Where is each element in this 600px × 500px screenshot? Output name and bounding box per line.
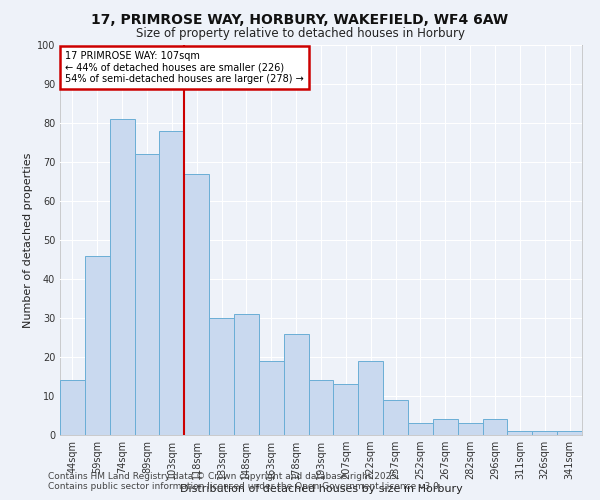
Text: 17, PRIMROSE WAY, HORBURY, WAKEFIELD, WF4 6AW: 17, PRIMROSE WAY, HORBURY, WAKEFIELD, WF… bbox=[91, 12, 509, 26]
Bar bbox=[60, 380, 85, 435]
Bar bbox=[160, 131, 184, 435]
Bar bbox=[433, 420, 458, 435]
Bar bbox=[85, 256, 110, 435]
Bar bbox=[408, 424, 433, 435]
Bar bbox=[532, 431, 557, 435]
Bar bbox=[284, 334, 308, 435]
Bar bbox=[134, 154, 160, 435]
Bar bbox=[234, 314, 259, 435]
Bar bbox=[383, 400, 408, 435]
Text: Size of property relative to detached houses in Horbury: Size of property relative to detached ho… bbox=[136, 28, 464, 40]
Bar bbox=[209, 318, 234, 435]
Text: 17 PRIMROSE WAY: 107sqm
← 44% of detached houses are smaller (226)
54% of semi-d: 17 PRIMROSE WAY: 107sqm ← 44% of detache… bbox=[65, 51, 304, 84]
Bar bbox=[458, 424, 482, 435]
Bar bbox=[308, 380, 334, 435]
X-axis label: Distribution of detached houses by size in Horbury: Distribution of detached houses by size … bbox=[179, 484, 463, 494]
Bar bbox=[508, 431, 532, 435]
Text: Contains public sector information licensed under the Open Government Licence v3: Contains public sector information licen… bbox=[48, 482, 442, 491]
Y-axis label: Number of detached properties: Number of detached properties bbox=[23, 152, 32, 328]
Bar bbox=[110, 119, 134, 435]
Bar bbox=[358, 361, 383, 435]
Bar bbox=[557, 431, 582, 435]
Bar bbox=[482, 420, 508, 435]
Bar bbox=[184, 174, 209, 435]
Bar bbox=[334, 384, 358, 435]
Text: Contains HM Land Registry data © Crown copyright and database right 2025.: Contains HM Land Registry data © Crown c… bbox=[48, 472, 400, 481]
Bar bbox=[259, 361, 284, 435]
